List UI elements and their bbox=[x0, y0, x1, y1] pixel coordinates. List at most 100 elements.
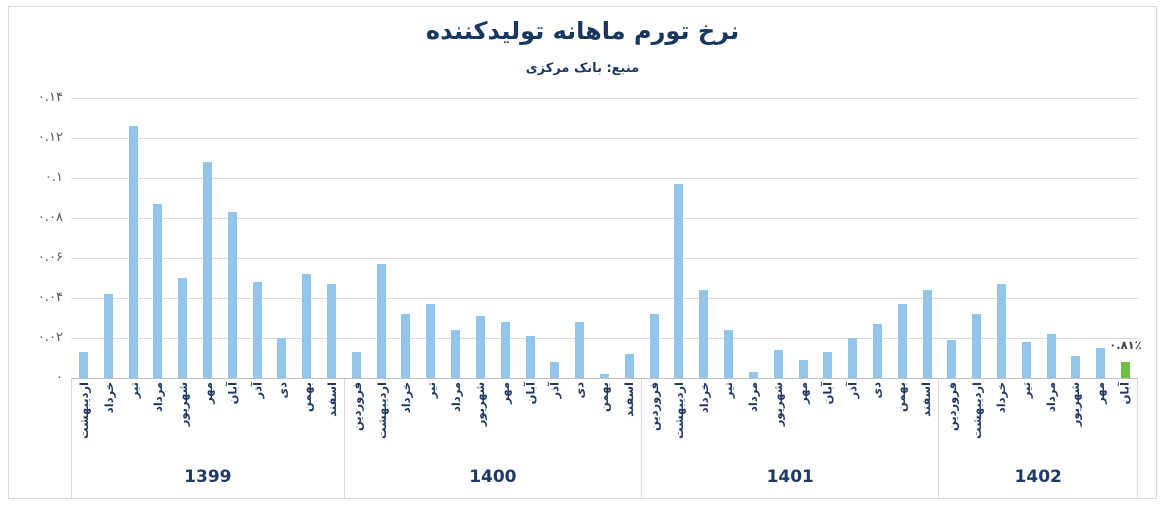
bar-1399-خرداد bbox=[103, 294, 113, 378]
bar-slot bbox=[642, 98, 667, 378]
x-group-1399: اردیبهشت خرداد تیر مرداد شهریور مهر آبان آذر دی ب… bbox=[71, 379, 344, 498]
bar-slot bbox=[518, 98, 543, 378]
bar-1400-تیر bbox=[426, 304, 436, 378]
y-axis: ۰.۱۴ ۰.۱۲ ۰.۱ ۰.۰۸ ۰.۰۶ ۰.۰۴ ۰.۰۲ ۰ bbox=[9, 90, 65, 385]
bar-slot bbox=[121, 98, 146, 378]
month-label: بهمن bbox=[299, 382, 314, 412]
x-group-1401: فروردین اردیبهشت خرداد تیر مرداد شهریور مهر آبا… bbox=[641, 379, 938, 498]
month-label: اردیبهشت bbox=[672, 382, 687, 439]
bar-slot bbox=[170, 98, 195, 378]
month-label: مرداد bbox=[746, 382, 761, 413]
month-label: آبان bbox=[225, 382, 240, 405]
bar-slot bbox=[96, 98, 121, 378]
month-label: مهر bbox=[795, 382, 810, 404]
year-label-1401: 1401 bbox=[766, 466, 814, 487]
plot-area: ۰.۸۱٪ bbox=[71, 98, 1142, 378]
month-label: دی bbox=[869, 382, 884, 399]
x-group-1400: فروردین اردیبهشت خرداد تیر مرداد شهریور مهر آبا… bbox=[343, 379, 641, 498]
bar-1402-مرداد bbox=[1046, 334, 1056, 378]
bar-1399-تیر bbox=[128, 126, 138, 378]
month-slot: بهمن bbox=[592, 379, 617, 455]
year-label-1399: 1399 bbox=[184, 466, 232, 487]
month-slot: آبان bbox=[220, 379, 245, 455]
bar-1402-آبان bbox=[1121, 361, 1131, 378]
month-slot: مهر bbox=[790, 379, 815, 455]
bar-slot bbox=[369, 98, 394, 378]
month-label: آبان bbox=[820, 382, 835, 405]
gridline bbox=[71, 338, 1138, 339]
month-label: تیر bbox=[1018, 382, 1033, 399]
bar-slot bbox=[791, 98, 816, 378]
bar-slot bbox=[245, 98, 270, 378]
month-slot: شهریور bbox=[1063, 379, 1088, 455]
bar-slot bbox=[1088, 98, 1113, 378]
bar-1401-بهمن bbox=[897, 304, 907, 378]
bar-1400-شهریور bbox=[475, 316, 485, 378]
month-slot: آبان bbox=[815, 379, 840, 455]
month-label: اردیبهشت bbox=[374, 382, 389, 439]
month-labels-row: فروردین اردیبهشت خرداد تیر مرداد شهریور مهر آبا… bbox=[642, 379, 938, 455]
month-label: مرداد bbox=[151, 382, 166, 413]
bar-group-1399 bbox=[71, 98, 344, 378]
month-label: شهریور bbox=[1068, 382, 1083, 427]
month-slot: آبان bbox=[1112, 379, 1137, 455]
y-tick-label: ۰.۰۶ bbox=[37, 250, 63, 265]
month-label: خرداد bbox=[696, 382, 711, 414]
month-slot: مرداد bbox=[443, 379, 468, 455]
bar-slot bbox=[766, 98, 791, 378]
month-slot: شهریور bbox=[468, 379, 493, 455]
y-tick-label: ۰.۱۲ bbox=[37, 130, 63, 145]
bar-slot bbox=[1064, 98, 1089, 378]
month-slot: فروردین bbox=[939, 379, 964, 455]
month-slot: دی bbox=[864, 379, 889, 455]
month-slot: آذر bbox=[542, 379, 567, 455]
month-label: فروردین bbox=[647, 382, 662, 432]
bar-slot bbox=[667, 98, 692, 378]
gridline bbox=[71, 298, 1138, 299]
bar-group-1402 bbox=[939, 98, 1138, 378]
bars-area bbox=[71, 98, 1138, 378]
month-label: مهر bbox=[498, 382, 513, 404]
month-slot: مهر bbox=[196, 379, 221, 455]
bar-1400-اسفند bbox=[624, 354, 634, 378]
month-label: مرداد bbox=[1043, 382, 1058, 413]
annotation-label: ۰.۸۱٪ bbox=[1109, 338, 1142, 352]
month-label: آبان bbox=[1117, 382, 1132, 405]
month-labels-row: اردیبهشت خرداد تیر مرداد شهریور مهر آبان آذر دی ب… bbox=[72, 379, 344, 455]
bar-slot bbox=[542, 98, 567, 378]
bar-1402-شهریور bbox=[1071, 356, 1081, 378]
bar-1399-اسفند bbox=[327, 284, 337, 378]
month-label: اسفند bbox=[621, 382, 636, 417]
bar-1401-مهر bbox=[798, 360, 808, 378]
month-slot: آبان bbox=[518, 379, 543, 455]
month-slot: تیر bbox=[121, 379, 146, 455]
bar-slot bbox=[741, 98, 766, 378]
month-labels-row: فروردین اردیبهشت خرداد تیر مرداد شهریور مهر آبا… bbox=[345, 379, 641, 455]
bar-group-1400 bbox=[344, 98, 642, 378]
bar-1400-خرداد bbox=[401, 314, 411, 378]
bar-slot bbox=[815, 98, 840, 378]
bar-1400-فروردین bbox=[351, 352, 361, 378]
month-slot: خرداد bbox=[989, 379, 1014, 455]
month-slot: دی bbox=[567, 379, 592, 455]
chart-title: نرخ تورم ماهانه تولیدکننده bbox=[425, 17, 740, 45]
month-slot: اردیبهشت bbox=[667, 379, 692, 455]
month-label: اردیبهشت bbox=[77, 382, 92, 439]
month-slot: مهر bbox=[1088, 379, 1113, 455]
bar-1399-اردیبهشت bbox=[78, 352, 88, 378]
year-label-1400: 1400 bbox=[469, 466, 517, 487]
bar-1401-دی bbox=[872, 324, 882, 378]
month-slot: تیر bbox=[1014, 379, 1039, 455]
bar-slot bbox=[418, 98, 443, 378]
month-label: اردیبهشت bbox=[969, 382, 984, 439]
month-slot: اردیبهشت bbox=[964, 379, 989, 455]
month-slot: فروردین bbox=[642, 379, 667, 455]
month-slot: خرداد bbox=[97, 379, 122, 455]
bar-1401-آذر bbox=[848, 338, 858, 378]
year-label-1402: 1402 bbox=[1014, 466, 1062, 487]
bar-slot bbox=[319, 98, 344, 378]
bar-1399-آذر bbox=[252, 282, 262, 378]
month-slot: فروردین bbox=[345, 379, 370, 455]
bar-1400-بهمن bbox=[599, 374, 609, 378]
bar-1400-اردیبهشت bbox=[376, 264, 386, 378]
